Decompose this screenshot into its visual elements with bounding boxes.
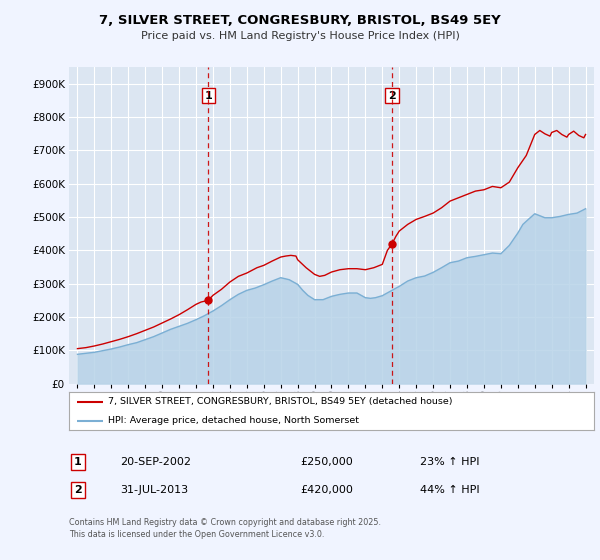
Text: 1: 1 bbox=[205, 91, 212, 101]
Text: 31-JUL-2013: 31-JUL-2013 bbox=[120, 485, 188, 495]
Text: 44% ↑ HPI: 44% ↑ HPI bbox=[420, 485, 479, 495]
Text: 7, SILVER STREET, CONGRESBURY, BRISTOL, BS49 5EY: 7, SILVER STREET, CONGRESBURY, BRISTOL, … bbox=[99, 14, 501, 27]
Text: £250,000: £250,000 bbox=[300, 457, 353, 467]
Text: 2: 2 bbox=[74, 485, 82, 495]
Text: £420,000: £420,000 bbox=[300, 485, 353, 495]
Text: 1: 1 bbox=[74, 457, 82, 467]
Text: 7, SILVER STREET, CONGRESBURY, BRISTOL, BS49 5EY (detached house): 7, SILVER STREET, CONGRESBURY, BRISTOL, … bbox=[109, 397, 453, 406]
Text: 2: 2 bbox=[388, 91, 396, 101]
Text: HPI: Average price, detached house, North Somerset: HPI: Average price, detached house, Nort… bbox=[109, 416, 359, 425]
Text: 23% ↑ HPI: 23% ↑ HPI bbox=[420, 457, 479, 467]
Text: 20-SEP-2002: 20-SEP-2002 bbox=[120, 457, 191, 467]
Text: Contains HM Land Registry data © Crown copyright and database right 2025.
This d: Contains HM Land Registry data © Crown c… bbox=[69, 518, 381, 539]
Text: Price paid vs. HM Land Registry's House Price Index (HPI): Price paid vs. HM Land Registry's House … bbox=[140, 31, 460, 41]
